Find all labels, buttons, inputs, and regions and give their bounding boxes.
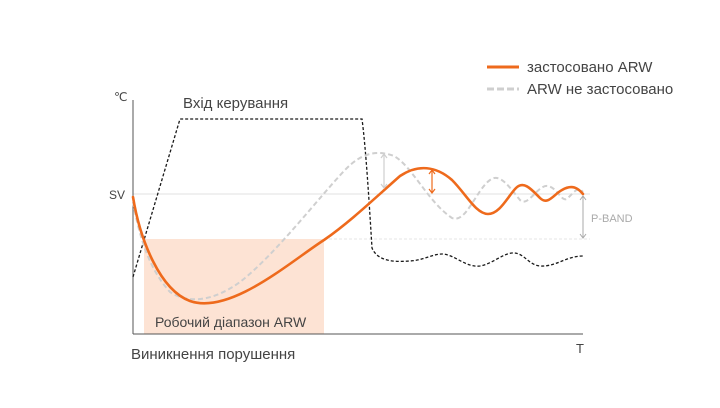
sv-label: SV [109,188,125,202]
y-unit-label: ℃ [114,90,127,104]
legend-applied-label: застосовано ARW [527,59,653,76]
control-input-label: Вхід керування [183,95,288,112]
overshoot-not-applied-arrow [380,153,388,189]
arw-range-label: Робочий діапазон ARW [155,314,307,330]
disturbance-label: Виникнення порушення [131,346,295,363]
arw-applied-curve [131,166,585,305]
p-band-arrow [579,195,587,239]
overshoot-applied-arrow [428,169,436,194]
arw-range-area [144,239,324,334]
control-input-curve [132,118,584,278]
arw-not-applied-curve [132,152,584,301]
x-unit-label: T [576,341,584,356]
p-band-label: P-BAND [591,213,633,225]
legend-not-applied-label: ARW не застосовано [527,81,673,98]
